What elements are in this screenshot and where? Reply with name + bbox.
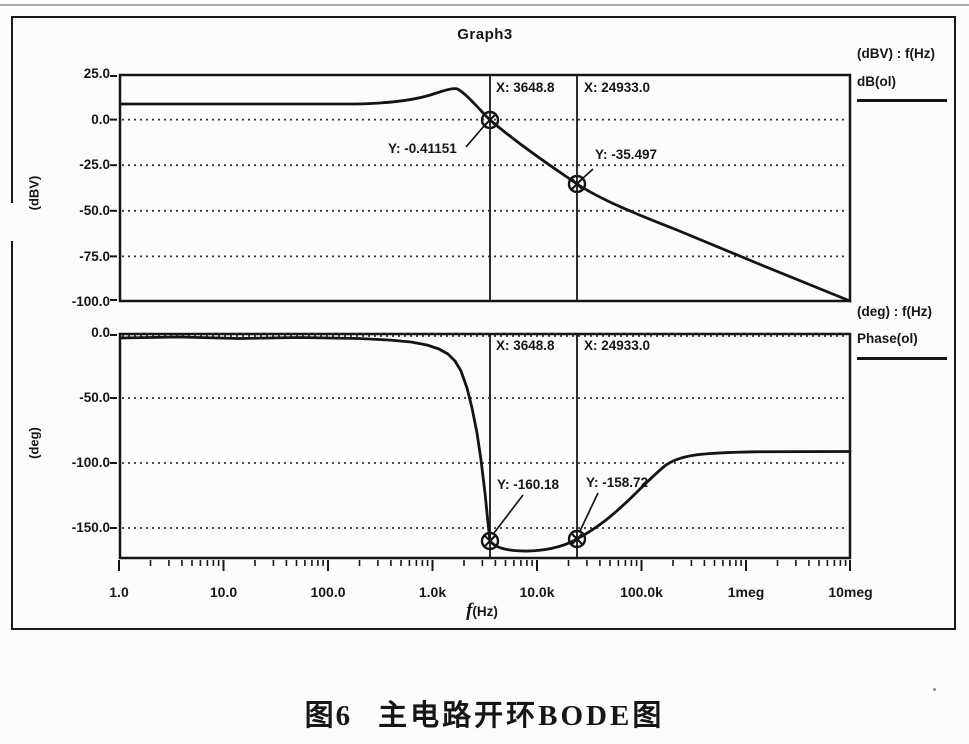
phase-axes-frame: [118, 332, 852, 560]
phase-ytick--50: -50.0: [79, 390, 110, 405]
x-axis-label-f: f: [466, 600, 473, 621]
phase-legend-series: Phase(ol): [857, 331, 918, 346]
mag-ytick--50: -50.0: [79, 203, 110, 218]
mag-cursor1-label: X: 3648.8: [496, 80, 555, 95]
xtick-1meg: 1meg: [727, 584, 765, 600]
scan-artifact-topline: [0, 4, 969, 6]
mag-cursor2-label: X: 24933.0: [584, 80, 651, 95]
phase-y-axis-label: (deg): [26, 427, 42, 459]
callout-line-marker1: [465, 125, 485, 148]
phase-cursor1-label: X: 3648.8: [496, 338, 555, 353]
phase-cursor2-label: X: 24933.0: [584, 338, 651, 353]
scan-artifact-border-gap: [10, 203, 16, 241]
x-axis-label: f(Hz): [382, 600, 582, 622]
cursor-marker-2: [567, 529, 587, 549]
phase-y-axis-ticks: [110, 334, 117, 529]
figure-caption-number: 图6: [304, 700, 353, 732]
mag-ytick-0: 0.0: [91, 111, 110, 127]
phase-marker2-value: Y: -158.72: [586, 475, 649, 490]
magnitude-y-axis-ticks: [110, 75, 117, 301]
phase-marker1-value: Y: -160.18: [497, 477, 560, 492]
x-axis-log-ticks: [118, 559, 851, 572]
cursor-marker-1: [480, 110, 500, 130]
scan-artifact-speck: [933, 688, 936, 691]
magnitude-plot-svg: [110, 73, 852, 303]
cursor-marker-1: [480, 531, 500, 551]
callout-line-marker2: [581, 168, 594, 180]
mag-marker2-value: Y: -35.497: [595, 147, 658, 162]
phase-ytick--100: -100.0: [71, 455, 110, 470]
phase-ytick-0: 0.0: [91, 325, 110, 340]
mag-ytick--25: -25.0: [79, 157, 110, 172]
figure-caption: 图6 主电路开环BODE图: [0, 692, 969, 734]
phase-legend-swatch-line: [857, 357, 947, 360]
mag-ytick--75: -75.0: [79, 248, 110, 264]
xtick-10: 10.0: [209, 584, 238, 600]
phase-plot: [110, 332, 852, 572]
plot-window-frame: [11, 16, 956, 630]
phase-curve: [119, 335, 852, 553]
mag-y-axis-label: (dBV): [26, 175, 42, 211]
graph-title: Graph3: [457, 26, 513, 43]
cursor-marker-2: [567, 174, 587, 194]
x-axis-label-unit: (Hz): [472, 604, 498, 619]
xtick-100: 100.0: [310, 584, 346, 600]
xtick-10k: 10.0k: [519, 584, 555, 600]
callout-line-marker2: [579, 492, 599, 532]
phase-plot-svg: [110, 332, 852, 572]
phase-ytick--150: -150.0: [71, 520, 110, 535]
xtick-1: 1.0: [109, 584, 129, 600]
mag-legend-header: (dBV) : f(Hz): [857, 46, 935, 61]
xtick-10meg: 10meg: [828, 584, 873, 600]
xtick-100k: 100.0k: [620, 584, 663, 600]
mag-ytick-25: 25.0: [83, 66, 110, 81]
callout-line-marker1: [493, 494, 524, 534]
magnitude-plot: [110, 73, 852, 303]
figure-caption-text: 主电路开环BODE图: [378, 700, 665, 732]
phase-legend-header: (deg) : f(Hz): [857, 304, 932, 319]
mag-marker1-value: Y: -0.41151: [388, 141, 457, 156]
db-curve: [119, 87, 852, 303]
xtick-1k: 1.0k: [418, 584, 447, 600]
phase-gridlines: [122, 335, 848, 529]
magnitude-gridlines: [122, 118, 848, 258]
magnitude-axes-frame: [118, 73, 852, 303]
mag-ytick--100: -100.0: [71, 294, 110, 309]
mag-legend-series: dB(ol): [857, 74, 896, 89]
mag-legend-swatch-line: [857, 99, 947, 102]
